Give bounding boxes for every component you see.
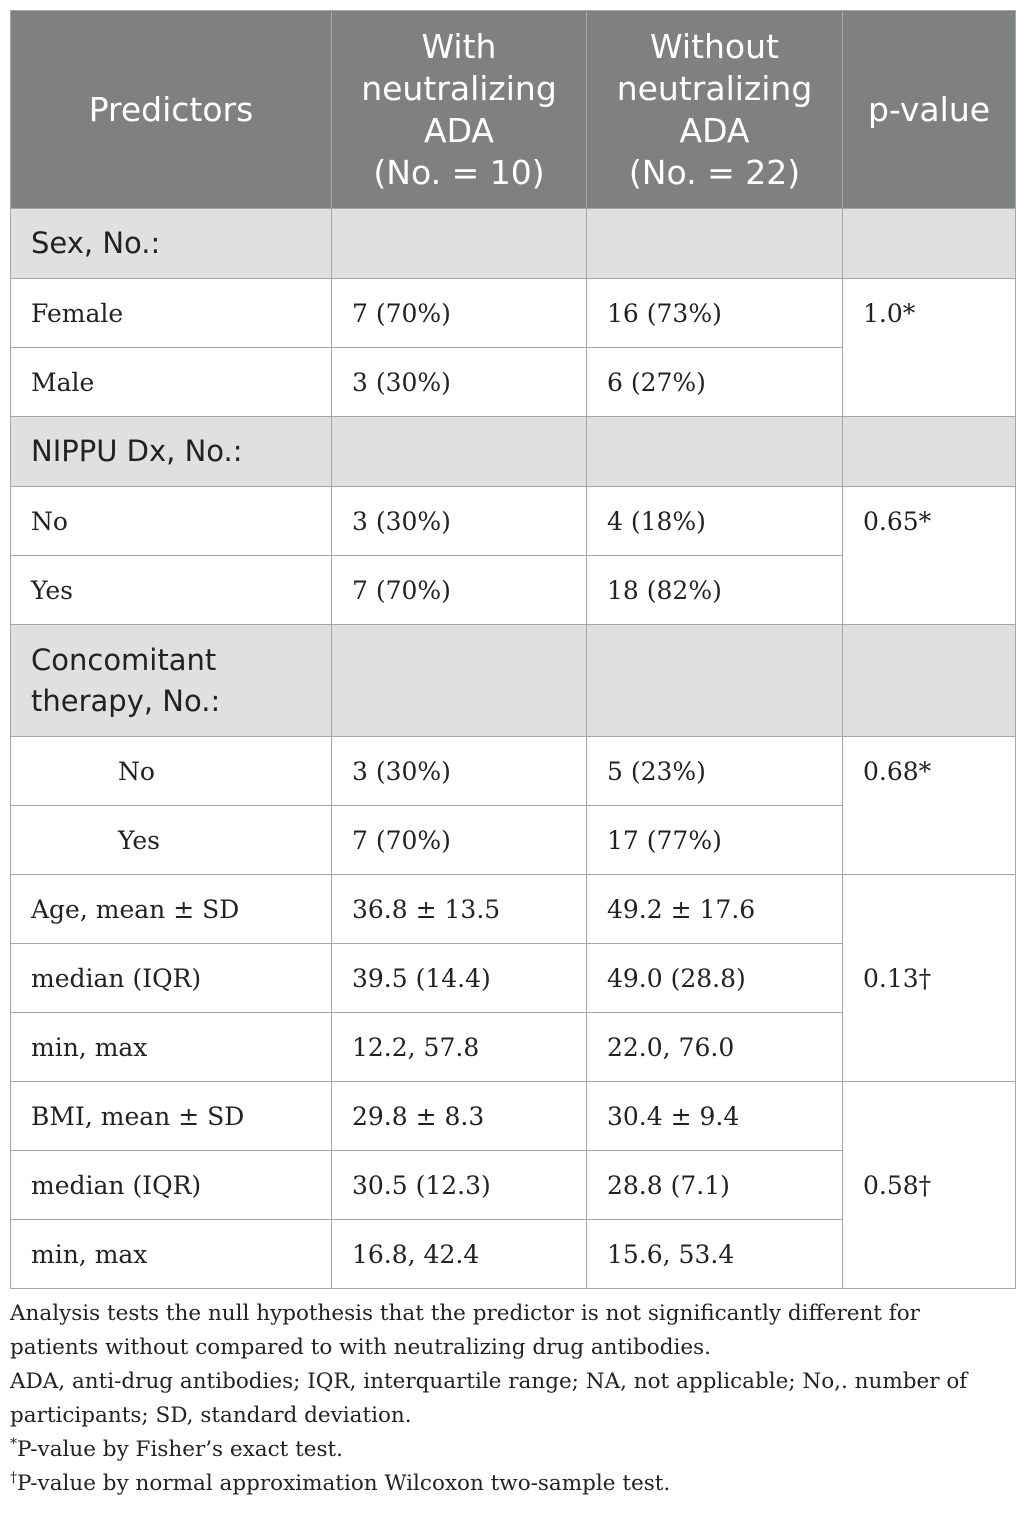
- cell-with: 3 (30%): [331, 736, 587, 806]
- cell-with: 39.5 (14.4): [331, 943, 587, 1013]
- predictors-table: Predictors With neutralizing ADA (No. = …: [10, 10, 1016, 1289]
- header-predictors: Predictors: [10, 10, 332, 209]
- header-pvalue: p-value: [842, 10, 1016, 209]
- table-row: No 3 (30%) 5 (23%) 0.68*: [10, 736, 1016, 875]
- table-row: median (IQR) 39.5 (14.4) 49.0 (28.8): [10, 943, 1016, 1013]
- table-row: Yes 7 (70%) 17 (77%): [10, 805, 1016, 875]
- table-container: Predictors With neutralizing ADA (No. = …: [10, 10, 1016, 1289]
- pvalue-bmi: 0.58†: [842, 1081, 1016, 1289]
- pvalue-sex: 1.0*: [842, 278, 1016, 417]
- row-label: No: [10, 486, 332, 556]
- section-label-nippu: NIPPU Dx, No.:: [10, 416, 332, 487]
- table-row: min, max 16.8, 42.4 15.6, 53.4: [10, 1219, 1016, 1289]
- cell-with: 3 (30%): [331, 347, 587, 417]
- section-row-sex: Sex, No.:: [10, 208, 1016, 279]
- cell-without: 15.6, 53.4: [586, 1219, 843, 1289]
- table-row: Male 3 (30%) 6 (27%): [10, 347, 1016, 417]
- table-footnotes: Analysis tests the null hypothesis that …: [10, 1297, 1015, 1501]
- cell-with: 7 (70%): [331, 805, 587, 875]
- row-label: min, max: [10, 1012, 332, 1082]
- cell-with: 36.8 ± 13.5: [331, 874, 587, 944]
- row-label: median (IQR): [10, 943, 332, 1013]
- section-row-concomitant: Concomitant therapy, No.:: [10, 624, 1016, 737]
- row-label: Male: [10, 347, 332, 417]
- cell-without: 18 (82%): [586, 555, 843, 625]
- table-row: Yes 7 (70%) 18 (82%): [10, 555, 1016, 625]
- pvalue-nippu: 0.65*: [842, 486, 1016, 625]
- cell-without: 5 (23%): [586, 736, 843, 806]
- cell-with: 7 (70%): [331, 278, 587, 348]
- table-row: BMI, mean ± SD 29.8 ± 8.3 30.4 ± 9.4 0.5…: [10, 1081, 1016, 1289]
- footnote-abbreviations: ADA, anti-drug antibodies; IQR, interqua…: [10, 1369, 968, 1428]
- pvalue-concomitant: 0.68*: [842, 736, 1016, 875]
- table-row: Age, mean ± SD 36.8 ± 13.5 49.2 ± 17.6 0…: [10, 874, 1016, 1082]
- pvalue-age: 0.13†: [842, 874, 1016, 1082]
- section-label-concomitant: Concomitant therapy, No.:: [10, 624, 332, 737]
- footnote-analysis: Analysis tests the null hypothesis that …: [10, 1301, 920, 1360]
- cell-without: 17 (77%): [586, 805, 843, 875]
- cell-without: 49.2 ± 17.6: [586, 874, 843, 944]
- cell-without: 16 (73%): [586, 278, 843, 348]
- cell-without: 4 (18%): [586, 486, 843, 556]
- section-row-nippu: NIPPU Dx, No.:: [10, 416, 1016, 487]
- footnote-wilcoxon: †P-value by normal approximation Wilcoxo…: [10, 1469, 671, 1496]
- cell-without: 30.4 ± 9.4: [586, 1081, 843, 1151]
- table-row: median (IQR) 30.5 (12.3) 28.8 (7.1): [10, 1150, 1016, 1220]
- row-label: Yes: [10, 555, 332, 625]
- cell-without: 49.0 (28.8): [586, 943, 843, 1013]
- cell-without: 6 (27%): [586, 347, 843, 417]
- row-label: Female: [10, 278, 332, 348]
- header-row: Predictors With neutralizing ADA (No. = …: [10, 10, 1016, 209]
- cell-without: 22.0, 76.0: [586, 1012, 843, 1082]
- header-with-ada: With neutralizing ADA (No. = 10): [331, 10, 587, 209]
- cell-with: 29.8 ± 8.3: [331, 1081, 587, 1151]
- table-row: No 3 (30%) 4 (18%) 0.65*: [10, 486, 1016, 625]
- cell-with: 12.2, 57.8: [331, 1012, 587, 1082]
- row-label: Age, mean ± SD: [10, 874, 332, 944]
- cell-without: 28.8 (7.1): [586, 1150, 843, 1220]
- row-label: Yes: [10, 805, 332, 875]
- star-mark: *: [10, 1435, 17, 1452]
- cell-with: 16.8, 42.4: [331, 1219, 587, 1289]
- row-label: No: [10, 736, 332, 806]
- row-label: BMI, mean ± SD: [10, 1081, 332, 1151]
- footnote-fisher: *P-value by Fisher’s exact test.: [10, 1435, 343, 1462]
- section-label-sex: Sex, No.:: [10, 208, 332, 279]
- table-row: Female 7 (70%) 16 (73%) 1.0*: [10, 278, 1016, 417]
- cell-with: 30.5 (12.3): [331, 1150, 587, 1220]
- dagger-mark: †: [10, 1469, 17, 1486]
- row-label: median (IQR): [10, 1150, 332, 1220]
- cell-with: 7 (70%): [331, 555, 587, 625]
- cell-with: 3 (30%): [331, 486, 587, 556]
- row-label: min, max: [10, 1219, 332, 1289]
- header-without-ada: Without neutralizing ADA (No. = 22): [586, 10, 843, 209]
